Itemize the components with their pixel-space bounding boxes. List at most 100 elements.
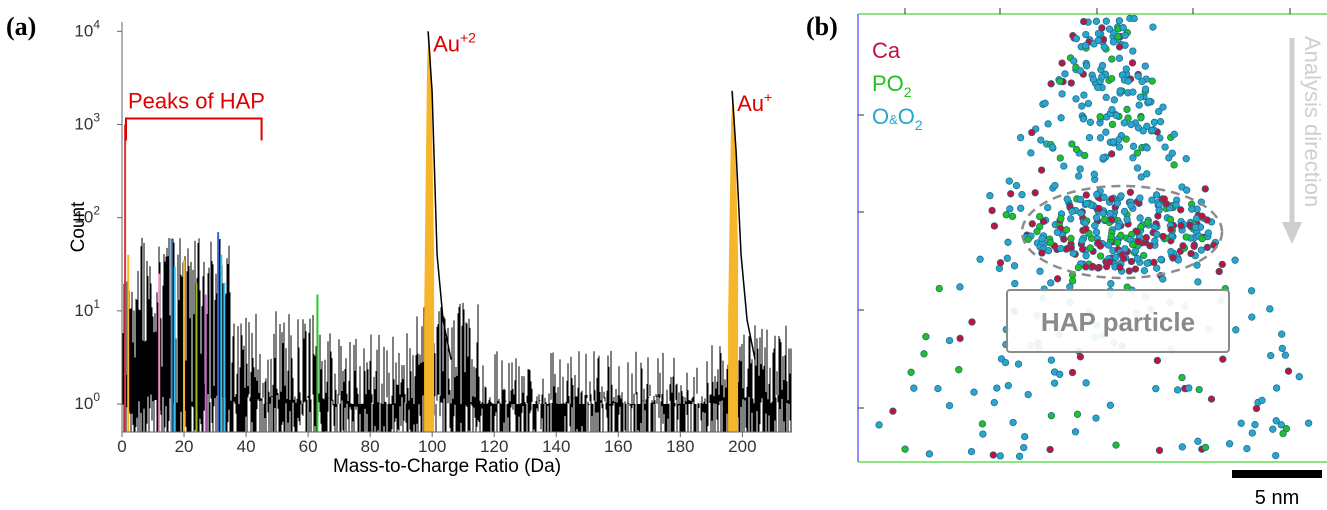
atom-dot bbox=[1078, 236, 1086, 245]
atom-dot bbox=[1185, 384, 1193, 392]
atom-dot bbox=[1044, 120, 1052, 128]
atom-dot bbox=[1089, 75, 1097, 83]
atom-dot bbox=[1076, 67, 1084, 75]
atom-dot bbox=[1067, 79, 1075, 87]
atom-dot bbox=[875, 421, 883, 429]
atom-dot bbox=[1108, 74, 1116, 83]
particle-label-box bbox=[1006, 289, 1230, 353]
atom-dot bbox=[1093, 190, 1101, 199]
particle-label: HAP particle bbox=[1041, 307, 1195, 337]
atom-dot bbox=[1036, 267, 1044, 275]
atom-dot bbox=[1068, 277, 1077, 285]
atom-dot bbox=[1137, 114, 1145, 122]
atom-dot bbox=[1219, 355, 1227, 363]
atom-dot bbox=[1107, 280, 1115, 288]
atom-dot bbox=[1072, 145, 1081, 154]
atom-dot bbox=[1060, 162, 1068, 170]
atom-dot bbox=[1121, 31, 1129, 40]
atom-dot bbox=[1076, 195, 1085, 204]
atom-dot bbox=[1145, 97, 1153, 106]
atom-dot bbox=[1251, 421, 1259, 429]
atom-dot bbox=[1072, 35, 1081, 43]
mass-spectrum-chart: Au+2Au+0 20 40 60 80 100 120 140 160 180 200100101… bbox=[68, 17, 792, 477]
atom-dot bbox=[1159, 232, 1167, 241]
atom-dot bbox=[1129, 47, 1137, 55]
atom-dot bbox=[1182, 233, 1190, 241]
hap-bracket bbox=[125, 117, 263, 141]
atom-dot bbox=[989, 451, 997, 459]
atom-dot bbox=[1067, 243, 1075, 252]
atom-dot bbox=[1056, 370, 1064, 378]
atom-dot bbox=[1011, 279, 1019, 288]
atom-dot bbox=[1081, 41, 1090, 50]
atom-dot bbox=[1172, 201, 1180, 209]
atom-dot bbox=[1081, 151, 1089, 160]
atom-dot bbox=[1243, 444, 1251, 453]
atom-dot bbox=[990, 398, 998, 407]
atom-dot bbox=[1204, 229, 1212, 237]
atom-dot bbox=[1082, 30, 1090, 39]
x-tick-label-1: 20 bbox=[175, 437, 194, 456]
atom-dot bbox=[1131, 247, 1140, 255]
atom-dot bbox=[1142, 233, 1150, 242]
atom-dot bbox=[1068, 140, 1076, 148]
atom-dot bbox=[1073, 410, 1082, 418]
atom-dot bbox=[1119, 254, 1128, 263]
atom-dot bbox=[1272, 384, 1281, 392]
atom-dot bbox=[1016, 134, 1025, 142]
spectrum-colored-peaks bbox=[124, 124, 319, 432]
atom-dot bbox=[1092, 17, 1101, 25]
atom-dot bbox=[1247, 287, 1256, 295]
atom-dot bbox=[1167, 225, 1175, 234]
atom-dot bbox=[1082, 263, 1090, 271]
atom-dot bbox=[1104, 241, 1113, 249]
atom-dot bbox=[1116, 87, 1124, 95]
atom-dot bbox=[1143, 144, 1151, 152]
atom-dot bbox=[1057, 214, 1065, 223]
atom-dot bbox=[1070, 57, 1078, 65]
atom-dot bbox=[1231, 256, 1239, 264]
atom-dot bbox=[1115, 43, 1124, 51]
atom-dot bbox=[1028, 128, 1036, 137]
atom-dot bbox=[1127, 120, 1135, 129]
atom-dot bbox=[1153, 264, 1161, 272]
atom-dot bbox=[1117, 231, 1125, 239]
atom-dot bbox=[1194, 278, 1202, 286]
atom-dot bbox=[1082, 199, 1091, 208]
atom-dot bbox=[986, 192, 994, 200]
atom-dot bbox=[1198, 212, 1206, 220]
atom-dot bbox=[1079, 115, 1088, 123]
x-tick-label-8: 160 bbox=[604, 437, 632, 456]
atom-dot bbox=[1267, 351, 1275, 360]
x-tick-label-4: 80 bbox=[361, 437, 380, 456]
atom-dot bbox=[1082, 225, 1090, 233]
atom-dot bbox=[1082, 62, 1091, 70]
atom-dot bbox=[967, 447, 976, 456]
atom-dot bbox=[1194, 437, 1202, 445]
spectrum-labels: Au+2Au+0 20 40 60 80 100 120 140 160 180 200100101… bbox=[68, 17, 772, 477]
atom-dot bbox=[1126, 188, 1135, 196]
atom-dot bbox=[1143, 259, 1151, 267]
atom-dot bbox=[1157, 255, 1165, 264]
atom-dot bbox=[922, 333, 930, 341]
atom-dot bbox=[1089, 262, 1097, 271]
atom-dot bbox=[1133, 164, 1142, 172]
atom-dot bbox=[1114, 223, 1122, 231]
atom-dot bbox=[1100, 43, 1109, 51]
atom-dot bbox=[1077, 209, 1085, 217]
atom-dot bbox=[1082, 191, 1090, 199]
atom-dot bbox=[1122, 135, 1130, 143]
atom-dot bbox=[1038, 234, 1046, 243]
atom-dot bbox=[1156, 118, 1165, 126]
atom-dot bbox=[1143, 170, 1151, 178]
atom-dot bbox=[1108, 105, 1116, 114]
scale-bar bbox=[1232, 470, 1322, 478]
atom-dot bbox=[1109, 138, 1117, 146]
atom-dot bbox=[1123, 105, 1131, 114]
atom-dot bbox=[1112, 253, 1120, 261]
atom-dot bbox=[1041, 99, 1049, 107]
atom-dot bbox=[1090, 170, 1098, 178]
atom-dot bbox=[978, 420, 987, 428]
atom-dot bbox=[1116, 263, 1124, 272]
